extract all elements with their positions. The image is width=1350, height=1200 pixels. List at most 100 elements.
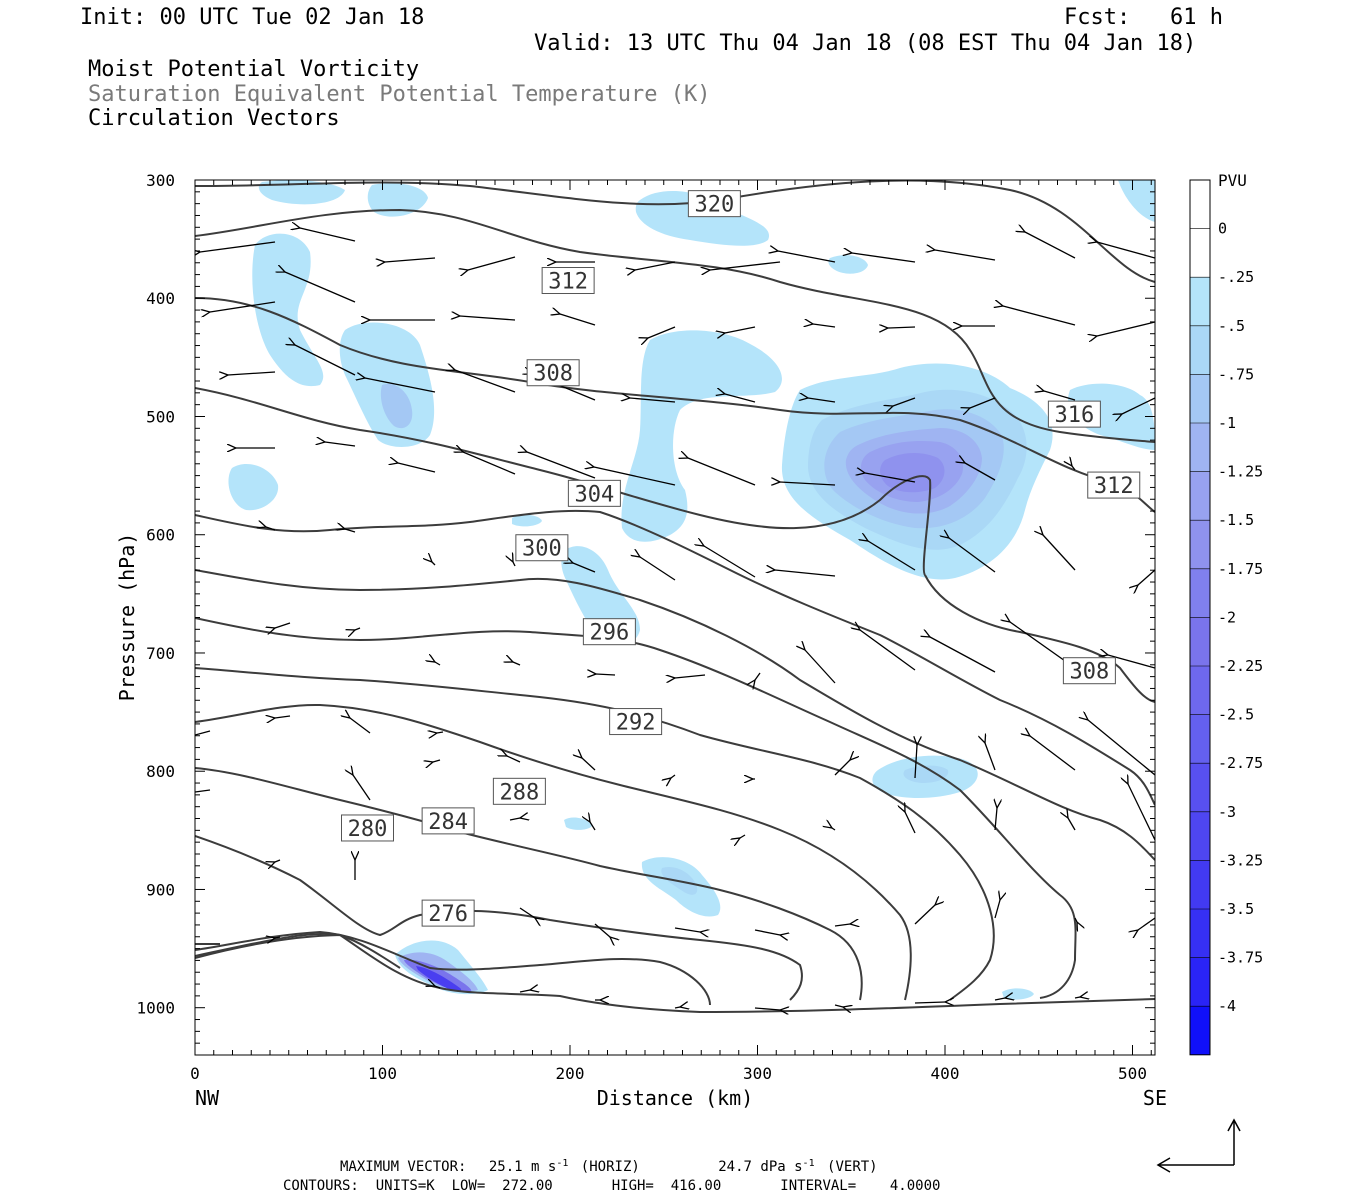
svg-text:304: 304 bbox=[575, 482, 615, 507]
circulation-vector bbox=[648, 326, 676, 338]
y-tick-label: 300 bbox=[146, 171, 175, 190]
circulation-vector bbox=[266, 527, 276, 531]
colorbar-swatch bbox=[1190, 277, 1210, 326]
circulation-vector bbox=[1088, 720, 1155, 776]
plot-frame bbox=[194, 179, 1156, 1056]
circulation-vector bbox=[1030, 736, 1076, 771]
circulation-vector bbox=[435, 662, 441, 666]
circulation-vector bbox=[949, 538, 996, 573]
circulation-vector bbox=[275, 859, 281, 862]
circulation-vector bbox=[1068, 818, 1076, 831]
pv-region-low-mid-core bbox=[903, 765, 949, 783]
circulation-vector bbox=[635, 261, 676, 270]
contour-296 bbox=[195, 617, 1077, 999]
x-axis-label: Distance (km) bbox=[597, 1086, 754, 1110]
colorbar-swatch bbox=[1190, 811, 1210, 861]
circulation-vector bbox=[994, 900, 1000, 919]
contour-label-296: 296 bbox=[582, 618, 636, 646]
colorbar-swatch bbox=[1190, 1006, 1210, 1055]
circulation-vectors bbox=[195, 228, 1155, 1010]
colorbar-level-label: -.75 bbox=[1218, 365, 1254, 383]
colorbar-level-label: -.25 bbox=[1218, 268, 1254, 286]
circulation-vector bbox=[834, 760, 850, 776]
circulation-vector bbox=[527, 452, 596, 479]
pv-region-right-top bbox=[1118, 180, 1155, 222]
reference-vector-key bbox=[1156, 1118, 1241, 1173]
circulation-vector bbox=[813, 324, 836, 328]
circulation-vector bbox=[275, 622, 291, 628]
circulation-vector bbox=[754, 1008, 780, 1010]
colorbar-swatch bbox=[1190, 763, 1210, 812]
contour-284 bbox=[195, 767, 863, 1001]
contour-label-320: 320 bbox=[687, 190, 741, 218]
circulation-vector bbox=[688, 458, 756, 486]
colorbar-swatch bbox=[1190, 957, 1210, 1007]
circulation-vector bbox=[1025, 232, 1076, 259]
pv-region-right-mid bbox=[1068, 383, 1155, 450]
contour-272 bbox=[195, 933, 401, 969]
contour-300 bbox=[195, 569, 1155, 861]
axis-ticks bbox=[194, 179, 1155, 1056]
contour-label-280: 280 bbox=[341, 814, 394, 842]
circulation-vector bbox=[1138, 569, 1155, 585]
circulation-vector bbox=[195, 730, 211, 735]
circulation-vector bbox=[740, 834, 746, 838]
pv-region-small-left bbox=[228, 464, 279, 511]
pv-region-small-center bbox=[512, 514, 542, 527]
svg-text:276: 276 bbox=[428, 902, 468, 927]
circulation-vector bbox=[200, 241, 276, 252]
svg-text:312: 312 bbox=[1094, 474, 1134, 499]
footer-max-vector: MAXIMUM VECTOR: 25.1 m s-1 (HORIZ) 24.7 … bbox=[340, 1154, 878, 1175]
svg-text:320: 320 bbox=[695, 193, 735, 218]
contour-276 bbox=[195, 930, 711, 1006]
y-tick-label: 600 bbox=[146, 526, 175, 545]
pv-region-sfc-right bbox=[1002, 988, 1034, 1000]
circulation-vector bbox=[1097, 242, 1155, 259]
circulation-vector bbox=[350, 718, 371, 734]
circulation-vector bbox=[915, 745, 917, 779]
circulation-vector bbox=[860, 630, 916, 671]
colorbar-swatch bbox=[1190, 714, 1210, 764]
circulation-vector bbox=[674, 927, 700, 932]
colorbar-level-label: -1.5 bbox=[1218, 511, 1254, 529]
circulation-vector bbox=[1044, 391, 1076, 401]
circulation-vector bbox=[1128, 784, 1155, 841]
circulation-vector bbox=[834, 924, 850, 926]
svg-text:316: 316 bbox=[1055, 403, 1095, 428]
colorbar-swatch bbox=[1190, 860, 1210, 909]
colorbar-level-label: -1 bbox=[1218, 414, 1236, 432]
circulation-vector bbox=[468, 256, 516, 270]
circulation-vector bbox=[513, 562, 516, 567]
colorbar-level-label: 0 bbox=[1218, 220, 1227, 238]
circulation-vector bbox=[630, 398, 676, 403]
circulation-vector bbox=[868, 541, 916, 571]
contour-280 bbox=[195, 835, 803, 1001]
circulation-vector bbox=[995, 808, 997, 831]
colorbar-swatch bbox=[1190, 471, 1210, 521]
circulation-vector bbox=[433, 759, 441, 762]
contour-308a bbox=[195, 387, 932, 576]
circulation-vector bbox=[594, 923, 610, 937]
colorbar-swatch bbox=[1190, 374, 1210, 423]
circulation-vector bbox=[710, 261, 781, 270]
colorbar-swatch bbox=[1190, 325, 1210, 375]
circulation-vector bbox=[594, 467, 676, 486]
circulation-vector bbox=[865, 473, 916, 483]
circulation-vector bbox=[1138, 917, 1155, 930]
x-end-label-se: SE bbox=[1143, 1086, 1167, 1110]
x-tick-label: 200 bbox=[556, 1064, 585, 1083]
circulation-vector bbox=[228, 372, 276, 375]
contour-label-312: 312 bbox=[541, 267, 595, 295]
circulation-vector bbox=[985, 743, 996, 771]
circulation-vector bbox=[573, 563, 596, 573]
colorbar-swatch bbox=[1190, 617, 1210, 666]
circulation-vector bbox=[385, 257, 436, 262]
circulation-vector bbox=[507, 756, 521, 763]
x-tick-label: 0 bbox=[190, 1064, 200, 1083]
colorbar-level-label: -2 bbox=[1218, 608, 1236, 626]
circulation-vector bbox=[325, 442, 356, 447]
circulation-vector bbox=[345, 529, 356, 533]
circulation-vector bbox=[778, 251, 836, 263]
y-tick-label: 900 bbox=[146, 880, 175, 899]
circulation-vector bbox=[513, 662, 521, 666]
